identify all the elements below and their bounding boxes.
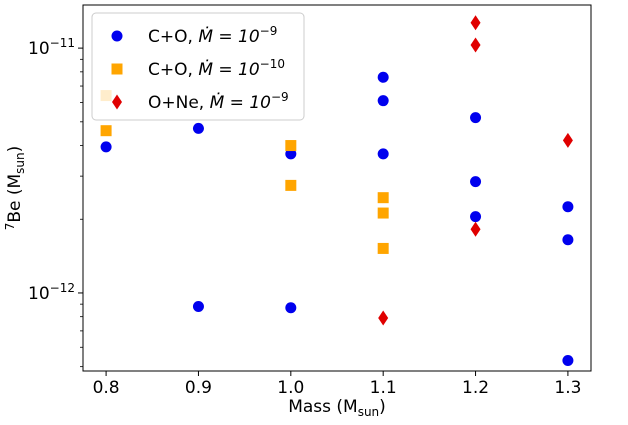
data-point-circle (470, 211, 482, 223)
data-point-square (100, 125, 112, 137)
data-point-diamond (378, 310, 389, 326)
legend-entries: C+O, Ṁ = 10−9 C+O, Ṁ = 10−10 O+Ne, Ṁ = 10−… (111, 24, 289, 113)
legend-label: C+O, Ṁ = 10−9 (148, 24, 277, 47)
data-point-square (377, 207, 389, 219)
data-point-circle (377, 71, 389, 83)
legend-box (91, 12, 305, 121)
data-point-square (377, 242, 389, 254)
data-point-circle (192, 122, 204, 134)
legend-entry: O+Ne, Ṁ = 10−9 (112, 90, 289, 113)
x-tick-label: 0.8 (93, 378, 120, 398)
series-diamond (378, 15, 573, 326)
data-point-circle (285, 302, 297, 314)
series-layer (100, 15, 574, 366)
series-circle (100, 71, 574, 366)
data-point-circle (192, 301, 204, 313)
legend-marker-circle (111, 30, 123, 42)
x-tick-label: 1.3 (554, 378, 581, 398)
data-point-circle (562, 201, 574, 213)
y-tick-label: 10−12 (28, 281, 75, 304)
data-point-diamond (470, 221, 481, 237)
data-point-circle (562, 234, 574, 246)
legend-label: O+Ne, Ṁ = 10−9 (148, 90, 289, 113)
x-tick-label: 1.1 (370, 378, 397, 398)
data-point-circle (100, 141, 112, 153)
data-point-diamond (562, 132, 573, 148)
data-point-diamond (470, 15, 481, 31)
y-axis-ticks: 10−12 10−11 (28, 36, 83, 368)
legend: C+O, Ṁ = 10−9 C+O, Ṁ = 10−10 O+Ne, Ṁ = 10−… (91, 12, 305, 121)
data-point-square (285, 179, 297, 191)
legend-marker-square (111, 63, 123, 75)
data-point-circle (377, 95, 389, 107)
data-point-circle (285, 148, 297, 160)
y-axis-label: 7Be (Msun) (3, 146, 27, 231)
data-point-circle (377, 148, 389, 160)
data-point-circle (562, 354, 574, 366)
legend-entry: C+O, Ṁ = 10−9 (111, 24, 277, 47)
y-tick-label: 10−11 (28, 36, 75, 59)
x-axis-label: Mass (Msun) (288, 397, 386, 419)
data-point-square (285, 140, 297, 152)
data-point-square (377, 192, 389, 204)
data-point-circle (470, 176, 482, 188)
data-point-diamond (470, 37, 481, 53)
plot-frame (82, 4, 592, 372)
x-axis-ticks: 0.8 0.9 1.0 1.1 1.2 1.3 (93, 371, 581, 398)
legend-label: C+O, Ṁ = 10−10 (148, 57, 285, 80)
x-tick-label: 1.0 (277, 378, 304, 398)
legend-marker-diamond (112, 94, 122, 110)
x-tick-label: 0.9 (185, 378, 212, 398)
x-tick-label: 1.2 (462, 378, 489, 398)
legend-entry: C+O, Ṁ = 10−10 (111, 57, 285, 80)
data-point-circle (470, 112, 482, 124)
